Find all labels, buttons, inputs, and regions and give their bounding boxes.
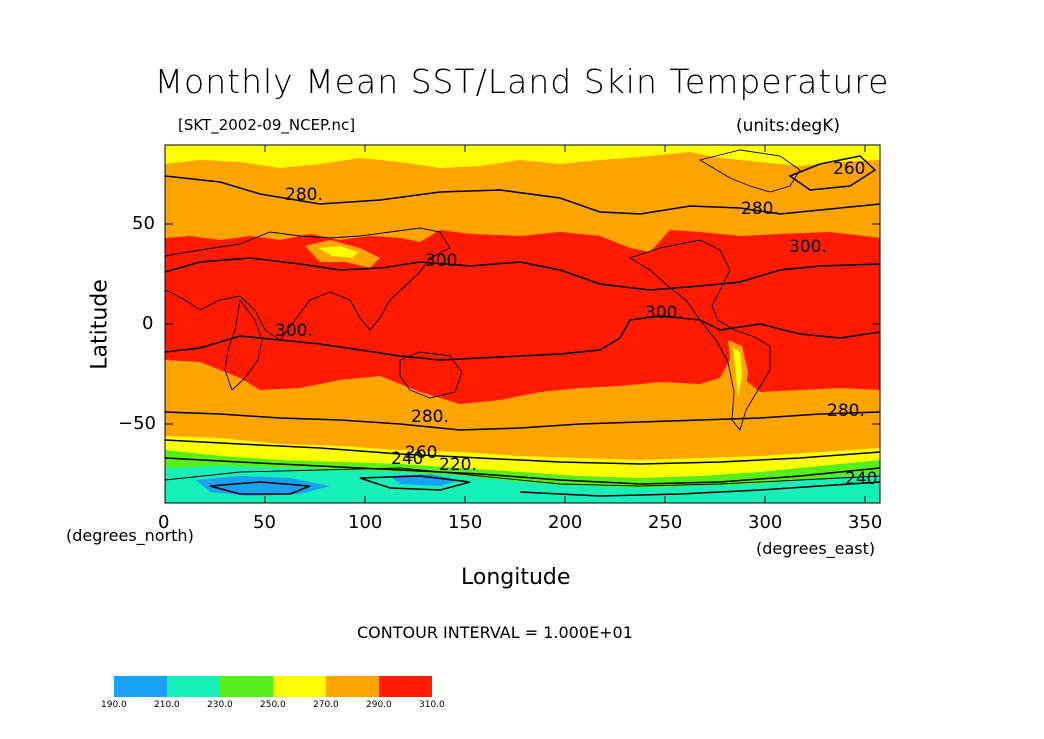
- colorbar-swatch-6: [379, 676, 432, 697]
- contour-label-13: 240: [845, 469, 877, 489]
- x-tick-0: 0: [158, 512, 170, 533]
- contour-label-4: 300.: [789, 237, 827, 257]
- dataset-label: [SKT_2002-09_NCEP.nc]: [178, 116, 356, 134]
- x-tick-100: 100: [348, 512, 383, 533]
- x-tick-350: 350: [848, 512, 883, 533]
- band-orange-north: [165, 145, 880, 252]
- colorbar-swatch-3: [220, 676, 273, 697]
- contour-label-8: 280.: [411, 407, 449, 427]
- contour-label-5: 300.: [425, 251, 463, 271]
- tick-marks: [165, 145, 880, 503]
- colorbar-tick-290: 290.0: [366, 700, 392, 710]
- x-tick-250: 250: [648, 512, 683, 533]
- colorbar-swatch-1: [114, 676, 167, 697]
- colorbar-tick-230: 230.0: [207, 700, 233, 710]
- colorbar-tick-190: 190.0: [101, 700, 127, 710]
- contour-label-9: 280.: [827, 401, 865, 421]
- contour-label-11: 240: [391, 449, 423, 469]
- contour-label-7: 300.: [275, 321, 313, 341]
- y-tick-0: 0: [142, 313, 154, 334]
- y-units-label: (degrees_north): [66, 526, 194, 545]
- x-tick-150: 150: [448, 512, 483, 533]
- colorbar-swatch-5: [326, 676, 379, 697]
- coastlines: [165, 149, 880, 487]
- band-yellow-north: [165, 145, 880, 168]
- x-units-label: (degrees_east): [756, 539, 876, 558]
- y-tick-minus50: −50: [118, 413, 156, 434]
- contour-label-2: 280.: [741, 199, 779, 219]
- colorbar-tick-310: 310.0: [419, 700, 445, 710]
- contour-label-6: 300.: [645, 303, 683, 323]
- x-tick-50: 50: [253, 512, 276, 533]
- colorbar-tick-270: 270.0: [313, 700, 339, 710]
- y-axis-title: Latitude: [87, 279, 113, 370]
- figure-title: Monthly Mean SST/Land Skin Temperature: [154, 62, 890, 101]
- y-tick-50: 50: [132, 213, 155, 234]
- andes-yellow: [733, 348, 742, 398]
- colorbar-tick-250: 250.0: [260, 700, 286, 710]
- contour-label-1: 280.: [285, 185, 323, 205]
- contour-label-10: 260: [405, 443, 437, 463]
- colorbar: [114, 676, 432, 697]
- colorbar-tick-210: 210.0: [154, 700, 180, 710]
- x-tick-300: 300: [748, 512, 783, 533]
- x-tick-200: 200: [548, 512, 583, 533]
- contour-label-12: 220.: [439, 455, 477, 475]
- colorbar-swatch-4: [273, 676, 326, 697]
- units-label: (units:degK): [736, 116, 840, 136]
- tibet-yellow: [318, 246, 358, 258]
- colorbar-swatch-2: [167, 676, 220, 697]
- contour-label-3: 260: [833, 159, 865, 179]
- contour-lines: [165, 155, 880, 497]
- contour-interval-label: CONTOUR INTERVAL = 1.000E+01: [357, 623, 633, 642]
- band-cyan: [165, 466, 880, 503]
- x-axis-title: Longitude: [461, 565, 571, 590]
